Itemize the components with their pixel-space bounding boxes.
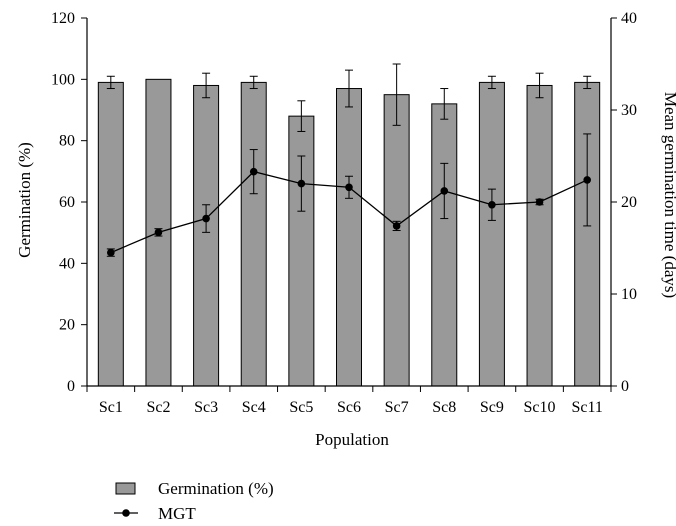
mgt-point-sc11 (583, 176, 591, 184)
y-tick-label: 80 (59, 133, 75, 150)
bar-sc6 (336, 88, 362, 387)
bar-sc4 (240, 81, 267, 387)
x-tick-label-sc10: Sc10 (524, 399, 556, 416)
x-tick-label-sc1: Sc1 (99, 399, 123, 416)
bar-sc9 (478, 81, 505, 387)
x-axis-title: Population (315, 430, 389, 449)
ticks-layer: 0 20 40 60 80 100 120 0 10 20 30 40 Sc1 Sc2 Sc3 Sc4 Sc5 S… (51, 10, 637, 416)
bar-sc8 (431, 103, 458, 387)
legend: Germination (%) MGT (114, 479, 274, 523)
mgt-point-sc2 (154, 228, 163, 237)
mgt-point-sc7 (392, 222, 401, 230)
x-tick-label-sc3: Sc3 (194, 399, 218, 416)
legend-bar-label: Germination (%) (158, 479, 274, 498)
y-tick-label: 20 (59, 317, 75, 334)
bar-sc10 (526, 84, 553, 387)
mgt-point-sc9 (488, 200, 496, 209)
x-tick-label-sc11: Sc11 (571, 399, 602, 416)
bar-errors-layer (106, 63, 592, 132)
y2-tick-label: 30 (621, 102, 637, 119)
mgt-line-layer (106, 133, 592, 257)
mgt-point-sc4 (249, 167, 258, 176)
y-tick-label: 40 (59, 255, 75, 272)
x-tick-label-sc2: Sc2 (146, 399, 170, 416)
y-tick-label: 100 (51, 71, 75, 88)
legend-bar-swatch (115, 482, 136, 495)
legend-line-marker (122, 509, 130, 517)
y2-tick-label: 10 (621, 286, 637, 303)
x-tick-label-sc4: Sc4 (242, 399, 266, 416)
bar-sc7 (383, 94, 410, 387)
x-tick-label-sc5: Sc5 (289, 399, 313, 416)
y2-tick-label: 0 (621, 378, 629, 395)
bar-sc3 (193, 84, 220, 387)
x-tick-label-sc7: Sc7 (385, 399, 409, 416)
y-tick-label: 0 (67, 378, 75, 395)
bar-sc1 (97, 81, 124, 387)
y2-tick-label: 40 (621, 10, 637, 27)
mgt-point-sc5 (297, 179, 306, 188)
x-tick-label-sc9: Sc9 (480, 399, 504, 416)
mgt-point-sc1 (107, 248, 115, 257)
mgt-point-sc6 (345, 183, 353, 192)
y2-tick-label: 20 (621, 194, 637, 211)
bar-sc11 (574, 81, 601, 387)
y-axis-title: Germination (%) (15, 142, 34, 258)
x-tick-label-sc6: Sc6 (337, 399, 361, 416)
legend-line-label: MGT (158, 504, 196, 523)
mgt-point-sc8 (440, 187, 449, 195)
y-tick-label: 60 (59, 194, 75, 211)
y2-axis-title: Mean germination time (days) (661, 92, 676, 298)
mgt-point-sc3 (202, 214, 210, 223)
y-tick-label: 120 (51, 10, 75, 27)
bars-layer (97, 78, 601, 387)
x-tick-label-sc8: Sc8 (432, 399, 456, 416)
mgt-point-sc10 (535, 198, 544, 206)
